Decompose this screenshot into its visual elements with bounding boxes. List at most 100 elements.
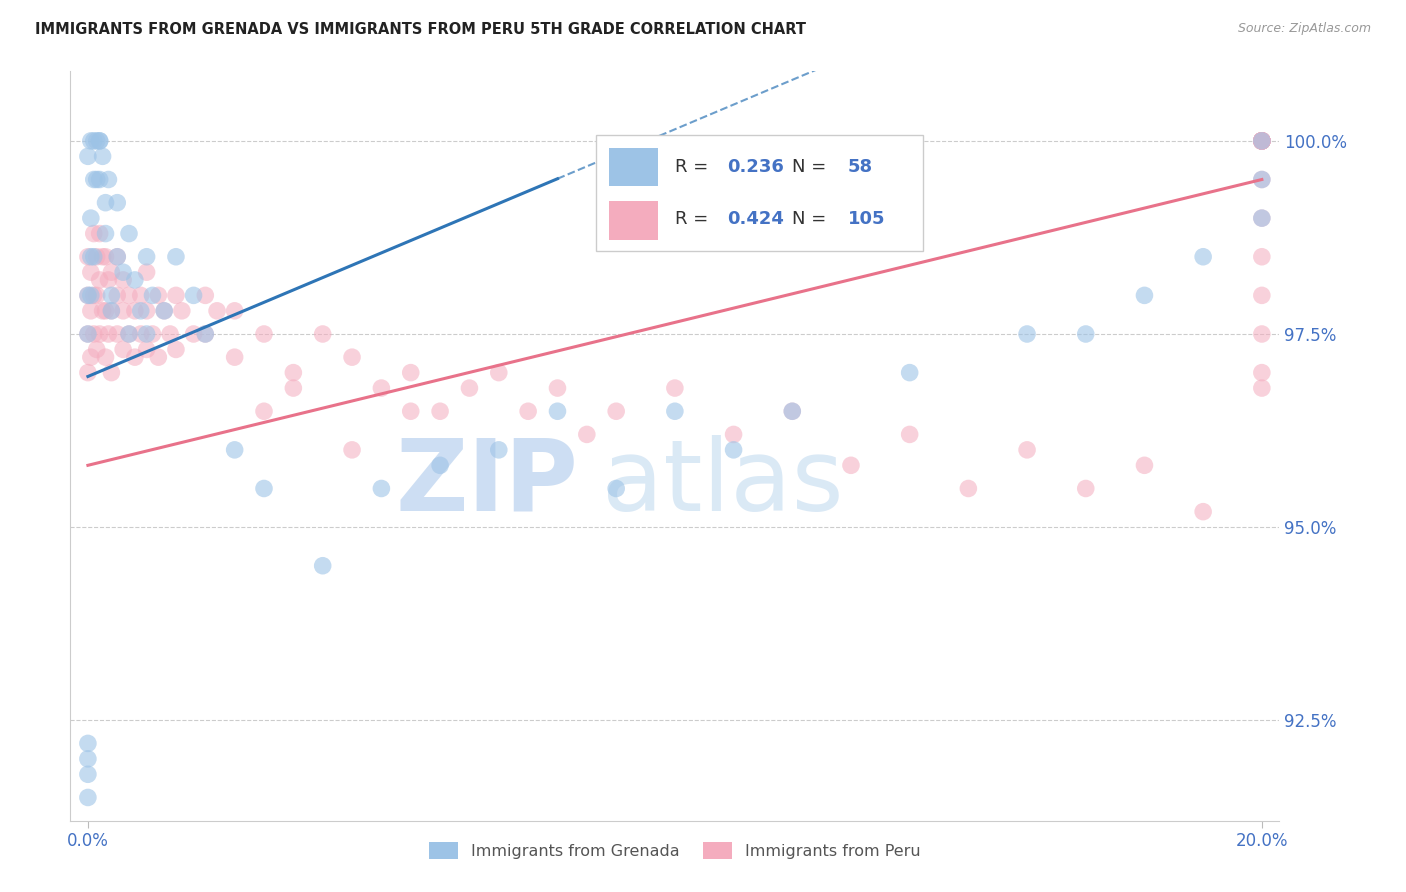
Legend: Immigrants from Grenada, Immigrants from Peru: Immigrants from Grenada, Immigrants from… bbox=[423, 836, 927, 865]
Point bbox=[1250, 211, 1272, 226]
Point bbox=[547, 404, 569, 418]
Point bbox=[170, 303, 193, 318]
Point bbox=[1250, 134, 1272, 148]
Point bbox=[312, 326, 335, 341]
Point bbox=[1015, 442, 1038, 457]
Point bbox=[340, 350, 363, 364]
Point bbox=[77, 366, 100, 380]
Point bbox=[148, 288, 170, 302]
Point bbox=[165, 288, 187, 302]
Point bbox=[100, 303, 122, 318]
Point bbox=[839, 458, 862, 473]
Point bbox=[94, 250, 117, 264]
Point bbox=[124, 350, 146, 364]
Point bbox=[159, 326, 181, 341]
Point bbox=[312, 558, 335, 573]
Point bbox=[1250, 134, 1272, 148]
Point bbox=[105, 326, 128, 341]
Point bbox=[165, 250, 187, 264]
Point bbox=[1250, 381, 1272, 395]
Point bbox=[1074, 326, 1097, 341]
Point bbox=[77, 736, 100, 750]
Text: atlas: atlas bbox=[602, 435, 844, 532]
Point bbox=[1133, 288, 1156, 302]
Point bbox=[1250, 134, 1272, 148]
Point bbox=[488, 442, 510, 457]
Point bbox=[118, 326, 141, 341]
Point bbox=[91, 250, 114, 264]
Point bbox=[97, 273, 120, 287]
Point bbox=[77, 326, 100, 341]
Point bbox=[1250, 134, 1272, 148]
Point bbox=[664, 404, 686, 418]
Point bbox=[135, 265, 157, 279]
Point bbox=[224, 303, 246, 318]
Point bbox=[105, 195, 128, 210]
Point bbox=[205, 303, 228, 318]
Point bbox=[77, 767, 100, 781]
Point bbox=[340, 442, 363, 457]
Point bbox=[124, 273, 146, 287]
Point bbox=[86, 134, 108, 148]
Point bbox=[1250, 134, 1272, 148]
Point bbox=[1250, 134, 1272, 148]
Point bbox=[429, 458, 451, 473]
Point bbox=[1250, 134, 1272, 148]
Point bbox=[77, 326, 100, 341]
Point bbox=[141, 326, 163, 341]
Point bbox=[1250, 172, 1272, 186]
Point bbox=[165, 343, 187, 357]
Point bbox=[89, 326, 111, 341]
Point bbox=[91, 303, 114, 318]
Point bbox=[399, 404, 422, 418]
Point bbox=[1250, 326, 1272, 341]
Point bbox=[605, 482, 627, 496]
Text: ZIP: ZIP bbox=[395, 435, 578, 532]
Point bbox=[105, 250, 128, 264]
Point bbox=[89, 134, 111, 148]
Point bbox=[94, 195, 117, 210]
Point bbox=[112, 303, 135, 318]
Point bbox=[86, 343, 108, 357]
Point bbox=[547, 381, 569, 395]
Point bbox=[97, 172, 120, 186]
Point bbox=[1250, 134, 1272, 148]
Point bbox=[83, 227, 105, 241]
Point bbox=[129, 303, 152, 318]
Point bbox=[1250, 134, 1272, 148]
Point bbox=[94, 227, 117, 241]
Point bbox=[898, 366, 921, 380]
Point bbox=[80, 211, 103, 226]
Point bbox=[153, 303, 176, 318]
Point bbox=[112, 343, 135, 357]
Point bbox=[124, 303, 146, 318]
Point bbox=[141, 288, 163, 302]
Point bbox=[1250, 134, 1272, 148]
Point bbox=[1250, 211, 1272, 226]
Point bbox=[224, 442, 246, 457]
Point bbox=[89, 134, 111, 148]
Point bbox=[80, 350, 103, 364]
Point bbox=[77, 288, 100, 302]
Point bbox=[283, 366, 305, 380]
Point bbox=[80, 134, 103, 148]
Point bbox=[723, 427, 745, 442]
Point bbox=[370, 482, 392, 496]
Point bbox=[1250, 366, 1272, 380]
Point bbox=[1250, 134, 1272, 148]
Point bbox=[780, 404, 803, 418]
Point bbox=[94, 350, 117, 364]
Point bbox=[100, 366, 122, 380]
Point bbox=[194, 326, 217, 341]
Text: IMMIGRANTS FROM GRENADA VS IMMIGRANTS FROM PERU 5TH GRADE CORRELATION CHART: IMMIGRANTS FROM GRENADA VS IMMIGRANTS FR… bbox=[35, 22, 806, 37]
Point bbox=[1250, 134, 1272, 148]
Point bbox=[112, 273, 135, 287]
Point bbox=[1250, 250, 1272, 264]
Point bbox=[89, 227, 111, 241]
Point bbox=[957, 482, 980, 496]
Point bbox=[1133, 458, 1156, 473]
Point bbox=[1250, 134, 1272, 148]
Point bbox=[135, 343, 157, 357]
Point bbox=[253, 404, 276, 418]
Point bbox=[135, 326, 157, 341]
